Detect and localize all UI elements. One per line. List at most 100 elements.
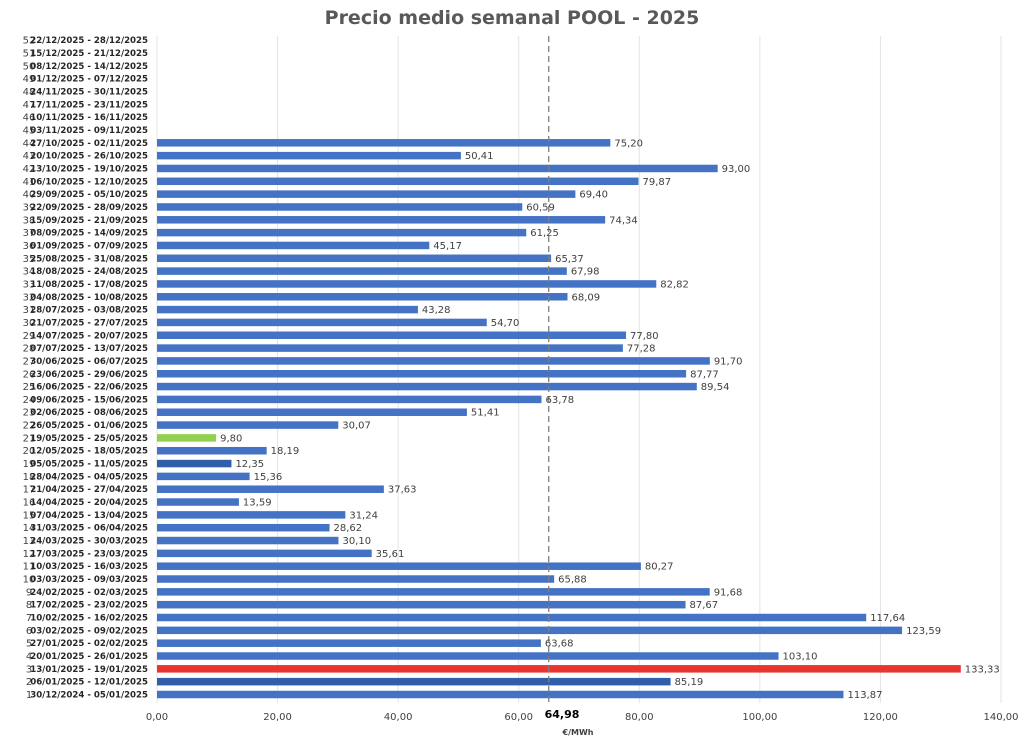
bar — [157, 241, 430, 250]
data-label: 91,70 — [714, 356, 743, 367]
data-label: 80,27 — [645, 562, 674, 573]
data-label: 30,07 — [342, 421, 371, 432]
category-label: 09/06/2025 - 15/06/2025 — [30, 395, 148, 405]
bar — [157, 293, 568, 301]
category-label: 03/03/2025 - 09/03/2025 — [30, 575, 148, 585]
category-label: 07/04/2025 - 13/04/2025 — [30, 511, 148, 521]
week-number-label: 3 — [26, 664, 32, 675]
week-number-label: 34 — [23, 267, 36, 278]
category-label: 08/09/2025 - 14/09/2025 — [30, 229, 148, 239]
data-label: 37,63 — [388, 485, 417, 496]
bar — [157, 203, 523, 211]
week-number-label: 52 — [23, 36, 36, 47]
bar — [157, 151, 461, 160]
week-number-label: 22 — [23, 421, 36, 432]
data-label: 61,25 — [530, 228, 559, 239]
category-label: 27/01/2025 - 02/02/2025 — [30, 639, 148, 649]
category-label: 22/12/2025 - 28/12/2025 — [30, 36, 148, 46]
category-label: 30/12/2024 - 05/01/2025 — [30, 691, 148, 701]
data-label: 65,88 — [558, 575, 587, 586]
category-label: 19/05/2025 - 25/05/2025 — [30, 434, 148, 444]
week-number-label: 39 — [23, 202, 36, 213]
week-number-label: 32 — [23, 292, 36, 303]
bar — [157, 523, 330, 532]
gridlines — [156, 36, 1002, 703]
x-axis-unit-label: €/MWh — [562, 728, 594, 737]
data-label: 9,80 — [220, 433, 242, 444]
data-label: 31,24 — [349, 510, 378, 521]
week-number-label: 31 — [23, 305, 36, 316]
data-label: 85,19 — [675, 677, 704, 688]
category-label: 06/10/2025 - 12/10/2025 — [30, 177, 148, 187]
bar — [157, 459, 232, 468]
bar — [157, 536, 339, 545]
bar — [157, 562, 641, 570]
data-label: 12,35 — [235, 459, 264, 470]
category-label: 20/01/2025 - 26/01/2025 — [30, 652, 148, 662]
bar — [157, 408, 467, 416]
bar — [157, 588, 710, 596]
bar — [157, 331, 627, 340]
category-label: 26/05/2025 - 01/06/2025 — [30, 421, 148, 431]
bar — [157, 254, 552, 263]
category-label: 15/12/2025 - 21/12/2025 — [30, 49, 148, 59]
week-number-label: 2 — [26, 677, 32, 688]
bar — [157, 549, 372, 558]
category-label: 16/06/2025 - 22/06/2025 — [30, 383, 148, 393]
x-tick-label: 100,00 — [742, 712, 777, 723]
week-number-label: 23 — [23, 408, 36, 419]
bar — [157, 498, 239, 506]
category-label: 13/01/2025 - 19/01/2025 — [30, 665, 148, 675]
x-tick-label: 140,00 — [984, 712, 1019, 723]
week-number-label: 11 — [23, 562, 36, 573]
week-number-label: 41 — [23, 177, 36, 188]
category-label: 28/04/2025 - 04/05/2025 — [30, 472, 148, 482]
bar — [157, 177, 639, 186]
category-label: 03/02/2025 - 09/02/2025 — [30, 626, 148, 636]
bar — [157, 382, 697, 391]
week-number-label: 29 — [23, 331, 36, 342]
week-number-label: 13 — [23, 536, 36, 547]
data-label: 89,54 — [701, 382, 730, 393]
x-tick-label: 60,00 — [504, 712, 533, 723]
bar — [157, 280, 657, 288]
bar — [157, 434, 217, 442]
bar — [157, 267, 567, 275]
data-label: 74,34 — [609, 215, 638, 226]
chart-title: Precio medio semanal POOL - 2025 — [325, 7, 700, 29]
week-number-label: 44 — [23, 138, 36, 149]
week-number-label: 8 — [26, 600, 32, 611]
data-label: 69,40 — [579, 190, 608, 201]
category-label: 24/03/2025 - 30/03/2025 — [30, 537, 148, 547]
category-label: 11/08/2025 - 17/08/2025 — [30, 280, 148, 290]
week-number-label: 5 — [26, 639, 32, 650]
bar — [157, 639, 541, 647]
week-number-label: 51 — [23, 49, 36, 60]
data-label: 87,77 — [690, 369, 719, 380]
category-label: 12/05/2025 - 18/05/2025 — [30, 447, 148, 457]
week-number-label: 19 — [23, 459, 36, 470]
category-label: 05/05/2025 - 11/05/2025 — [30, 460, 148, 470]
category-label: 02/06/2025 - 08/06/2025 — [30, 408, 148, 418]
data-label: 54,70 — [491, 318, 520, 329]
bar — [157, 613, 867, 622]
data-label: 65,37 — [555, 254, 584, 265]
data-label: 28,62 — [334, 523, 363, 534]
data-label: 82,82 — [660, 279, 689, 290]
bar — [157, 626, 903, 635]
bar — [157, 446, 267, 455]
category-label: 21/07/2025 - 27/07/2025 — [30, 318, 148, 328]
bar — [157, 395, 542, 404]
category-label: 10/02/2025 - 16/02/2025 — [30, 614, 148, 624]
bar-series — [157, 139, 961, 699]
week-number-label: 33 — [23, 279, 36, 290]
data-label: 30,10 — [342, 536, 371, 547]
week-number-label: 9 — [26, 587, 32, 598]
data-label: 93,00 — [722, 164, 751, 175]
bar — [157, 216, 606, 224]
data-label: 68,09 — [571, 292, 600, 303]
bar — [157, 677, 671, 686]
category-label: 22/09/2025 - 28/09/2025 — [30, 203, 148, 213]
week-number-label: 20 — [23, 446, 36, 457]
